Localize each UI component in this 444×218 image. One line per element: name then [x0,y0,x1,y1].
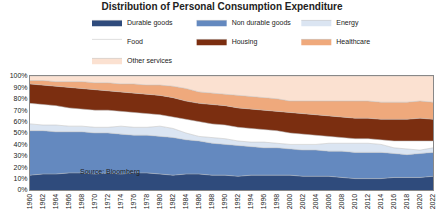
svg-text:Food: Food [127,38,143,45]
svg-text:Housing: Housing [232,38,258,46]
svg-text:1984: 1984 [182,194,189,210]
svg-text:Healthcare: Healthcare [336,38,370,45]
svg-text:2018: 2018 [403,194,410,210]
svg-text:40%: 40% [14,141,28,148]
svg-text:1994: 1994 [247,194,254,210]
svg-text:2016: 2016 [390,194,397,210]
svg-text:2010: 2010 [351,194,358,210]
svg-text:10%: 10% [14,175,28,182]
svg-text:1964: 1964 [52,194,59,210]
svg-text:1992: 1992 [234,194,241,210]
svg-text:30%: 30% [14,152,28,159]
svg-text:1978: 1978 [143,194,150,210]
svg-text:1988: 1988 [208,194,215,210]
svg-text:Non durable goods: Non durable goods [232,19,292,27]
svg-text:60%: 60% [14,118,28,125]
svg-text:Other services: Other services [127,57,173,64]
svg-text:2006: 2006 [325,194,332,210]
svg-text:70%: 70% [14,107,28,114]
svg-text:1968: 1968 [78,194,85,210]
svg-text:2012: 2012 [364,194,371,210]
svg-text:1960: 1960 [26,194,33,210]
svg-text:1980: 1980 [156,194,163,210]
svg-text:20%: 20% [14,164,28,171]
svg-text:100%: 100% [10,72,28,79]
svg-text:2020: 2020 [416,194,423,210]
svg-text:1998: 1998 [273,194,280,210]
svg-text:Source: Bloomberg: Source: Bloomberg [80,168,140,176]
svg-text:1962: 1962 [39,194,46,210]
svg-text:Distribution of Personal Consu: Distribution of Personal Consumption Exp… [101,1,343,12]
svg-text:1996: 1996 [260,194,267,210]
svg-text:1982: 1982 [169,194,176,210]
svg-text:1966: 1966 [65,194,72,210]
svg-text:90%: 90% [14,84,28,91]
svg-text:2008: 2008 [338,194,345,210]
svg-text:1986: 1986 [195,194,202,210]
svg-text:2004: 2004 [312,194,319,210]
svg-text:2014: 2014 [377,194,384,210]
svg-text:2022: 2022 [429,194,436,210]
svg-text:1970: 1970 [91,194,98,210]
svg-text:2000: 2000 [286,194,293,210]
svg-text:Energy: Energy [336,19,359,27]
svg-text:0%: 0% [17,186,27,193]
svg-text:Durable goods: Durable goods [127,19,173,27]
svg-text:1990: 1990 [221,194,228,210]
svg-text:1974: 1974 [117,194,124,210]
svg-text:50%: 50% [14,129,28,136]
svg-text:80%: 80% [14,95,28,102]
svg-text:1972: 1972 [104,194,111,210]
svg-text:2002: 2002 [299,194,306,210]
svg-text:1976: 1976 [130,194,137,210]
